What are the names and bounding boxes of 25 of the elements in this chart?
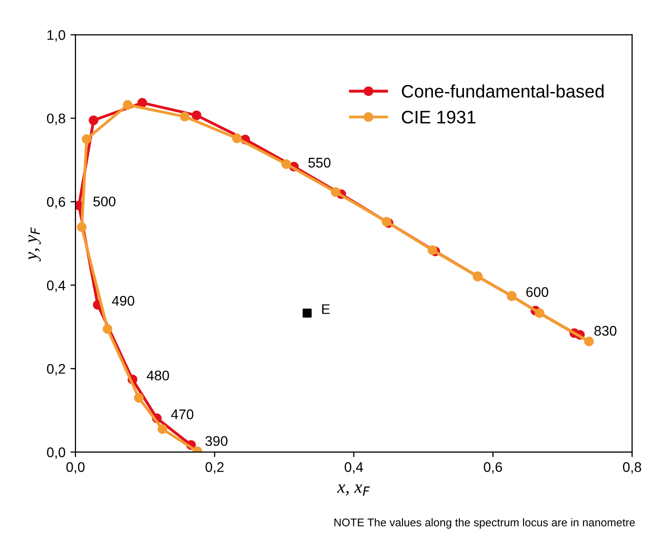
annotation: 550 (308, 158, 330, 168)
x-tick-label: 0,2 (206, 462, 224, 474)
annotation: 830 (594, 326, 616, 336)
y-axis-title: y, y$_{F}$ (28, 227, 41, 262)
annotation: 390 (205, 436, 228, 446)
annotation: E (322, 304, 330, 314)
y-tick-label: 0,0 (46, 447, 66, 459)
annotation: 500 (93, 196, 116, 206)
y-tick-label: 1,0 (47, 30, 66, 42)
annotation: 470 (171, 409, 194, 420)
annotation: 600 (526, 287, 548, 297)
y-tick-label: 0,8 (46, 114, 66, 126)
x-axis-title: x, x$_{F}$ (337, 484, 370, 496)
y-tick-label: 0,2 (46, 364, 66, 376)
x-tick-label: 0,8 (622, 462, 642, 474)
x-tick-label: 0,6 (484, 462, 502, 474)
x-tick-label: 0,0 (66, 462, 85, 474)
y-tick-label: 0,6 (46, 197, 66, 209)
annotation: 490 (112, 296, 134, 306)
legend-label: CIE 1931 (402, 110, 476, 124)
y-tick-label: 0,4 (46, 280, 66, 292)
text: NOTE The values along the spectrum locus are in nanometre (334, 518, 635, 529)
annotation: 480 (146, 370, 170, 380)
legend-label: Cone-fundamental-based (402, 84, 604, 98)
x-tick-label: 0,4 (344, 462, 364, 474)
